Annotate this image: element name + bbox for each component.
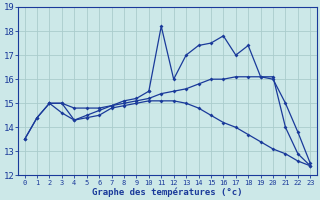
X-axis label: Graphe des températures (°c): Graphe des températures (°c) [92, 187, 243, 197]
